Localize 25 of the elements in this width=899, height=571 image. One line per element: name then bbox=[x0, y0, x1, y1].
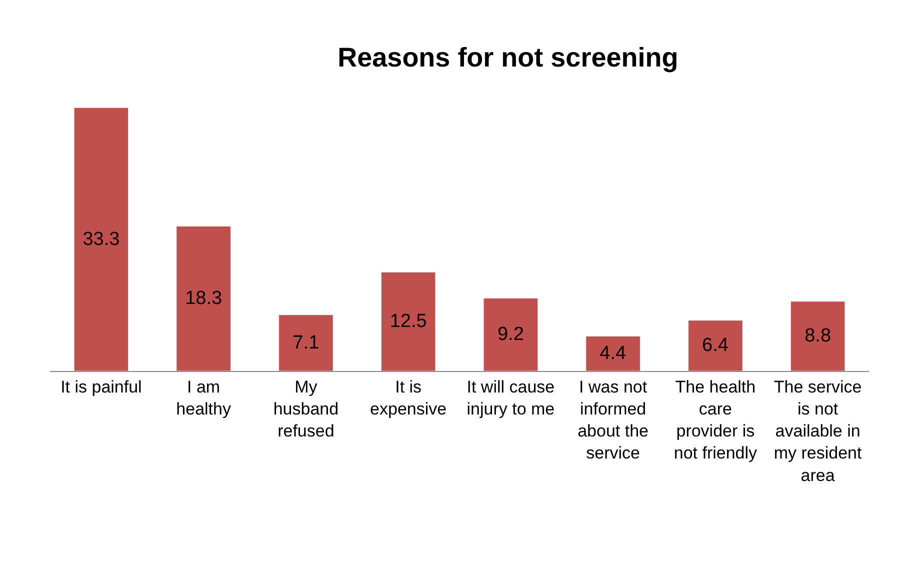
data-label: 8.8 bbox=[804, 326, 832, 347]
bar bbox=[790, 301, 846, 371]
data-label: 9.2 bbox=[497, 324, 524, 346]
bar bbox=[74, 107, 129, 371]
bar bbox=[380, 272, 436, 371]
bar bbox=[278, 314, 334, 371]
x-tick-label: It is expensive bbox=[370, 377, 447, 418]
bar bbox=[586, 336, 640, 371]
x-tick-label: I was not informed about the service bbox=[578, 377, 649, 463]
x-tick-label: My husband refused bbox=[273, 377, 339, 441]
x-tick-label: I am healthy bbox=[176, 377, 232, 418]
chart-title: Reasons for not screening bbox=[338, 42, 678, 73]
x-tick-label: The service is not available in my resident area bbox=[774, 377, 862, 485]
bar bbox=[176, 226, 231, 371]
x-tick-label: The health care provider is not friendly bbox=[674, 377, 758, 463]
data-label: 4.4 bbox=[600, 343, 626, 364]
data-label: 7.1 bbox=[292, 332, 320, 354]
bar bbox=[688, 320, 743, 371]
data-label: 33.3 bbox=[82, 228, 120, 250]
data-label: 18.3 bbox=[185, 288, 222, 310]
bar bbox=[483, 298, 538, 371]
x-tick-label: It will cause injury to me bbox=[466, 377, 555, 418]
data-label: 6.4 bbox=[702, 335, 729, 356]
x-tick-label: It is painful bbox=[60, 377, 142, 396]
data-label: 12.5 bbox=[390, 311, 427, 332]
